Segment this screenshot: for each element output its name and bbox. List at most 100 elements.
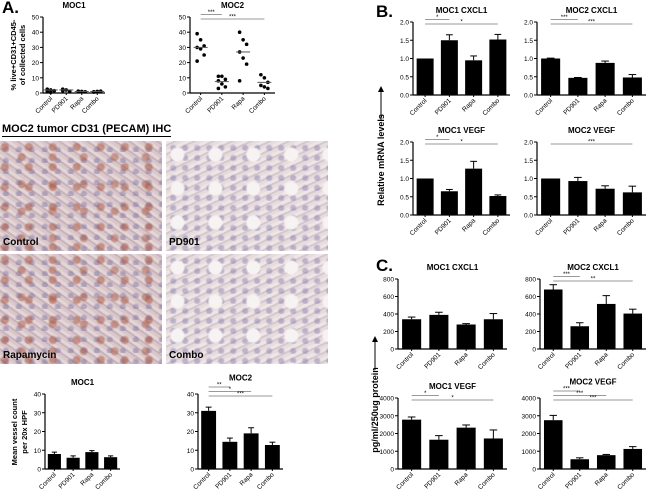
bar-control — [541, 178, 561, 215]
y-tick-label: 40 — [187, 392, 195, 399]
data-point — [220, 82, 224, 86]
x-tick-label: Rapa — [239, 471, 255, 487]
bar-control — [402, 319, 422, 349]
x-tick-label: Rapa — [454, 471, 470, 487]
y-tick-label: 0.0 — [400, 93, 409, 100]
x-tick-label: Control — [534, 217, 554, 237]
y-tick-label: 3000 — [380, 413, 395, 420]
significance-label: * — [436, 135, 439, 141]
data-point — [223, 85, 228, 89]
y-tick-label: 1.0 — [524, 176, 533, 183]
x-tick-label: Control — [395, 351, 415, 371]
bar-pd901 — [429, 314, 449, 349]
significance-label: *** — [208, 10, 216, 16]
bar-rapa — [596, 455, 616, 469]
bar-rapa — [596, 303, 616, 349]
x-tick-label: PD901 — [564, 471, 583, 490]
x-tick-label: Combo — [81, 95, 101, 115]
significance-label: *** — [563, 387, 571, 393]
panel-label-b: B. — [376, 2, 393, 21]
bar-combo — [483, 319, 503, 349]
data-point — [216, 74, 221, 79]
significance-label: * — [460, 140, 463, 146]
bar-pd901 — [570, 326, 590, 349]
significance-label: *** — [229, 15, 237, 21]
x-tick-label: Control — [34, 95, 54, 115]
bar-control — [47, 454, 61, 469]
significance-label: * — [436, 15, 439, 21]
x-tick-label: PD901 — [564, 351, 583, 370]
bar-pd901 — [429, 439, 449, 469]
x-tick-label: Combo — [256, 471, 276, 491]
ihc-image-rapamycin: Rapamycin — [0, 254, 162, 364]
x-tick-label: Combo — [616, 97, 636, 117]
y-axis-title: Mean vessel count — [10, 398, 19, 465]
data-point — [91, 90, 96, 94]
y-tick-label: 400 — [383, 312, 394, 319]
x-tick-label: PD901 — [58, 471, 77, 490]
y-tick-label: 0 — [390, 467, 394, 474]
y-tick-label: 0.5 — [400, 74, 409, 81]
y-tick-label: 1000 — [380, 449, 395, 456]
x-tick-label: Combo — [616, 217, 636, 237]
significance-label: *** — [563, 272, 571, 278]
chart-title: MOC1 CXCL1 — [436, 6, 488, 15]
bar-combo — [104, 457, 118, 469]
y-tick-label: 1.0 — [400, 176, 409, 183]
y-tick-label: 2000 — [522, 431, 537, 438]
bar-combo — [623, 313, 643, 349]
data-point — [220, 74, 224, 79]
chart-title: MOC1 VEGF — [438, 126, 485, 135]
y-tick-label: 10 — [179, 75, 187, 82]
bar-control — [402, 419, 422, 469]
significance-label: ** — [591, 277, 596, 283]
significance-label: *** — [576, 391, 584, 397]
data-point — [67, 89, 72, 94]
y-tick-label: 50 — [32, 15, 40, 22]
data-point — [198, 38, 203, 42]
y-tick-label: 1.5 — [400, 38, 409, 45]
y-tick-label: 2.0 — [524, 140, 533, 147]
data-point — [195, 31, 199, 36]
y-tick-label: 0.5 — [524, 74, 533, 81]
chart-title: MOC2 CXCL1 — [567, 263, 619, 272]
y-tick-label: 200 — [525, 329, 536, 336]
x-tick-label: PD901 — [562, 97, 581, 116]
y-tick-label: 40 — [179, 30, 187, 37]
significance-label: * — [460, 20, 463, 26]
y-tick-label: 1.5 — [400, 158, 409, 165]
data-point — [237, 79, 242, 83]
y-tick-label: 200 — [383, 329, 394, 336]
y-tick-label: 0.5 — [524, 194, 533, 201]
x-tick-label: Rapa — [593, 97, 609, 113]
y-tick-label: 1.5 — [524, 158, 533, 165]
y-tick-label: 10 — [187, 448, 195, 455]
x-tick-label: Rapa — [231, 95, 247, 111]
y-tick-label: 0.0 — [400, 213, 409, 220]
bar-rapa — [456, 427, 476, 469]
y-tick-label: 600 — [383, 294, 394, 301]
y-tick-label: 1.0 — [524, 56, 533, 63]
bar-control — [543, 420, 563, 469]
y-tick-label: 4000 — [522, 396, 537, 403]
x-tick-label: Combo — [477, 471, 497, 491]
y-tick-label: 2000 — [380, 431, 395, 438]
y-tick-label: 2.0 — [400, 20, 409, 27]
data-point — [223, 77, 228, 82]
y-tick-label: 4000 — [380, 396, 395, 403]
data-point — [202, 44, 206, 48]
bar-rapa — [85, 452, 99, 469]
x-tick-label: Control — [537, 351, 557, 371]
x-tick-label: PD901 — [562, 217, 581, 236]
y-tick-label: 30 — [34, 410, 42, 417]
y-tick-label: 800 — [383, 277, 394, 284]
x-tick-label: Control — [38, 471, 58, 491]
y-tick-label: 2.0 — [400, 140, 409, 147]
bar-control — [201, 410, 217, 469]
bar-combo — [623, 448, 643, 469]
y-tick-label: 50 — [179, 15, 187, 22]
x-tick-label: PD901 — [423, 471, 442, 490]
x-tick-label: Combo — [616, 351, 636, 371]
y-tick-label: 0 — [532, 467, 536, 474]
bar-combo — [483, 438, 503, 469]
